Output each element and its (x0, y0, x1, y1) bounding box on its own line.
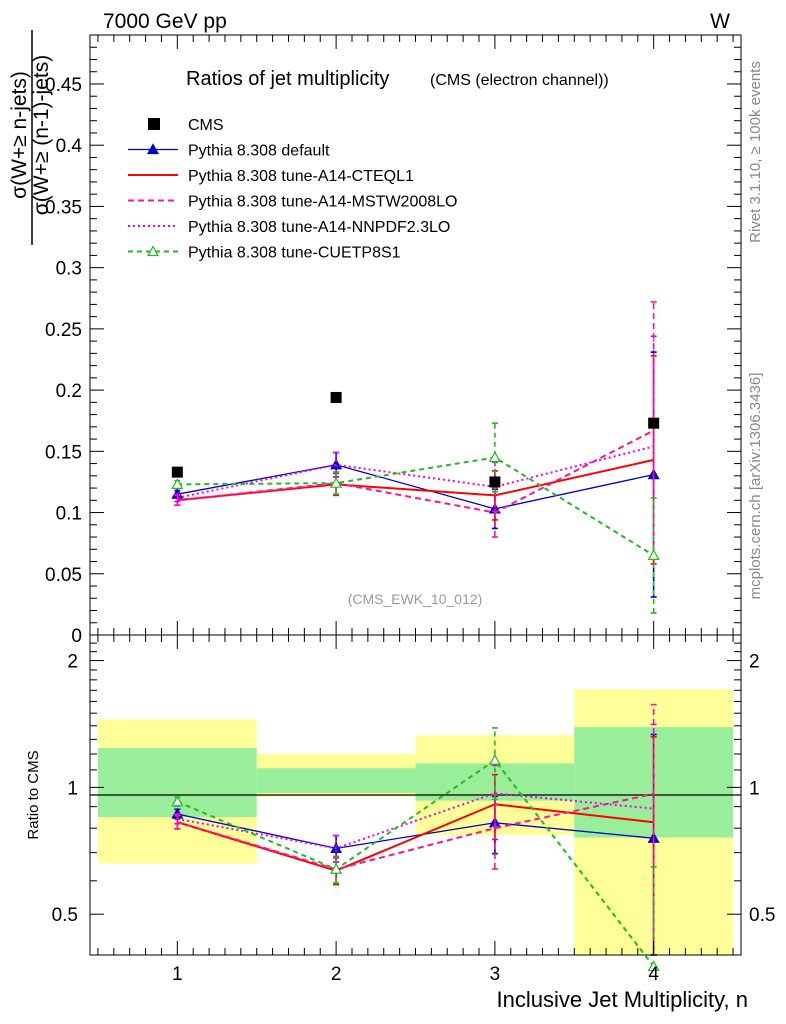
main-panel: 0 0.05 0.1 0.15 0.2 0.25 0.3 0.35 0.4 0.45 Ratios… (45, 34, 742, 647)
data-point (647, 960, 660, 972)
ratio-y-ticks: 0.5 0.5 1 1 2 2 (52, 642, 775, 926)
y-tick-label: 0.1 (56, 504, 82, 525)
y-axis-numerator: σ(W+≥ n-jets) (8, 71, 31, 199)
chart-title: Ratios of jet multiplicity (186, 68, 389, 90)
x-tick-label: 4 (648, 964, 659, 985)
legend-label: Pythia 8.308 default (188, 143, 330, 160)
ratio-tick-label: 0.5 (52, 905, 78, 926)
x-tick-label: 2 (331, 964, 342, 985)
legend-label: CMS (188, 117, 224, 134)
data-point (488, 451, 501, 463)
ratio-tick-label-right: 0.5 (749, 905, 775, 926)
mc-series (174, 355, 657, 565)
data-point (171, 478, 184, 489)
main-series-layer (171, 301, 660, 614)
series-line (177, 464, 654, 510)
data-point (330, 476, 343, 488)
analysis-tag: (CMS_EWK_10_012) (348, 591, 483, 607)
y-tick-label: 0.35 (45, 197, 82, 218)
legend-swatch (148, 118, 160, 130)
legend-label: Pythia 8.308 tune-CUETP8S1 (188, 245, 401, 262)
mc-series (174, 301, 657, 560)
legend-label: Pythia 8.308 tune-A14-MSTW2008LO (188, 194, 457, 211)
legend-label: Pythia 8.308 tune-A14-NNPDF2.3LO (188, 219, 450, 236)
x-ticks: 1 2 3 4 (97, 35, 734, 985)
y-tick-label: 0.25 (45, 320, 82, 341)
chart-subtitle: (CMS (electron channel)) (430, 72, 609, 89)
legend-marker (146, 245, 160, 257)
cms-data-point (489, 476, 501, 488)
ratio-tick-label: 2 (67, 652, 78, 673)
legend: CMS Pythia 8.308 default Pythia 8.308 tune… (128, 117, 457, 262)
ratio-tick-label: 1 (67, 778, 78, 799)
mc-series (171, 422, 660, 614)
y-tick-label: 0.3 (56, 259, 82, 280)
ratio-series-layer (171, 703, 660, 972)
ratio-tick-label-right: 2 (749, 652, 760, 673)
data-point (488, 753, 501, 765)
y-tick-label: 0.05 (45, 565, 82, 586)
legend-label: Pythia 8.308 tune-A14-CTEQL1 (188, 168, 414, 185)
y-tick-label: 0.15 (45, 442, 82, 463)
x-tick-label: 3 (490, 964, 501, 985)
y-axis-title: σ(W+≥ n-jets) σ(W+≥ (n-1)-jets) (8, 30, 53, 245)
series-line (177, 456, 655, 557)
data-point (647, 549, 660, 561)
y-tick-label: 0.4 (56, 136, 83, 157)
mc-series (174, 335, 657, 558)
y-tick-label: 0.45 (45, 75, 82, 96)
cms-data-point (171, 466, 183, 478)
series-line (176, 758, 655, 968)
ratio-y-label: Ratio to CMS (25, 750, 42, 839)
data-point (330, 458, 343, 470)
series-line (177, 445, 654, 499)
rivet-label: Rivet 3.1.10, ≥ 100k events (747, 61, 764, 243)
process-label: W (710, 10, 730, 33)
y-tick-label: 0.2 (56, 381, 82, 402)
ratio-band-inner (256, 768, 416, 793)
energy-label: 7000 GeV pp (103, 10, 227, 33)
series-line (177, 458, 654, 502)
data-point (171, 795, 184, 807)
x-axis-title: Inclusive Jet Multiplicity, n (497, 987, 748, 1012)
data-point (330, 863, 343, 874)
y-axis-denominator: σ(W+≥ (n-1)-jets) (30, 55, 53, 215)
ratio-tick-label-right: 1 (749, 778, 760, 799)
cms-data-point (330, 391, 342, 403)
main-y-ticks: 0 0.05 0.1 0.15 0.2 0.25 0.3 0.35 0.4 0.45 (45, 46, 741, 647)
series-line (177, 813, 654, 850)
cms-data-point (648, 417, 660, 429)
x-tick-label: 1 (172, 964, 183, 985)
series-line (177, 429, 655, 514)
ratio-panel: 0.5 0.5 1 1 2 2 1 2 3 4 Ratio to CMS Inclusive J… (25, 35, 775, 1012)
mcplots-label: mcplots.cern.ch [arXiv:1306.3436] (747, 373, 764, 600)
y-tick-label: 0 (71, 626, 82, 647)
legend-marker (146, 143, 160, 155)
series-line (177, 792, 654, 871)
series-line (177, 792, 654, 850)
